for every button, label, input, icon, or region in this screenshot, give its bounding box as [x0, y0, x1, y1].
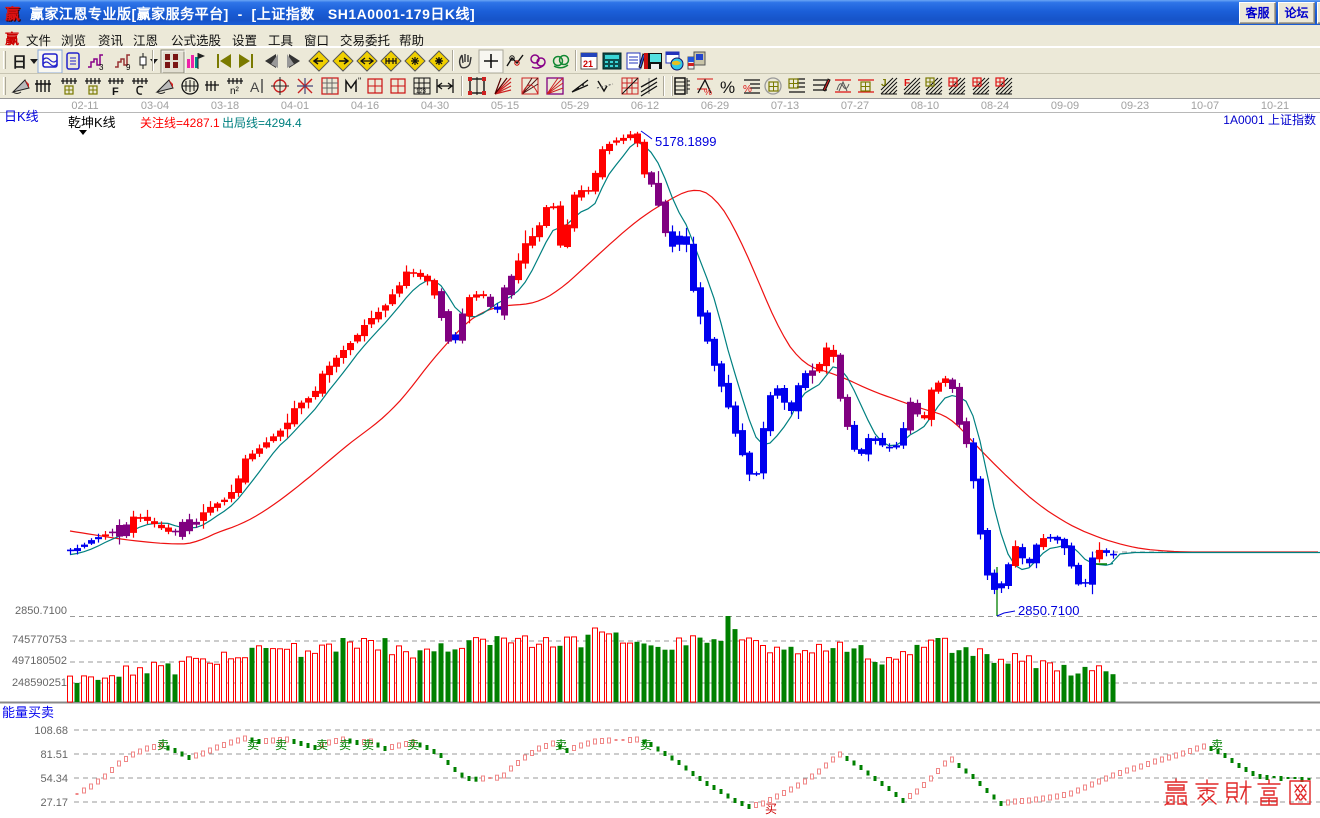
- svg-text:06-29: 06-29: [701, 100, 729, 112]
- svg-text:": ": [358, 76, 361, 86]
- svg-text:09-23: 09-23: [1121, 100, 1149, 112]
- svg-text:06-12: 06-12: [631, 100, 659, 112]
- svg-text:%: %: [743, 84, 752, 95]
- svg-text:745770753: 745770753: [12, 634, 67, 646]
- svg-text:04-16: 04-16: [351, 100, 379, 112]
- svg-text:F: F: [904, 78, 910, 89]
- svg-text:07-27: 07-27: [841, 100, 869, 112]
- svg-text:248590251: 248590251: [12, 677, 67, 689]
- svg-text:05-29: 05-29: [561, 100, 589, 112]
- svg-text:日K线: 日K线: [4, 109, 39, 124]
- svg-text:卖: 卖: [362, 738, 374, 752]
- svg-text:54.34: 54.34: [40, 773, 68, 785]
- svg-text:出局线=4294.4: 出局线=4294.4: [222, 116, 302, 130]
- svg-text:%: %: [720, 78, 735, 97]
- svg-text:卖: 卖: [640, 738, 652, 752]
- svg-text:09-09: 09-09: [1051, 100, 1079, 112]
- svg-text:3: 3: [99, 63, 104, 72]
- svg-text:卖: 卖: [555, 738, 567, 752]
- svg-text:卖: 卖: [275, 738, 287, 752]
- svg-text:27.17: 27.17: [40, 797, 68, 809]
- svg-text:08-10: 08-10: [911, 100, 939, 112]
- svg-text:10-21: 10-21: [1261, 100, 1289, 112]
- svg-text:关注线=4287.1: 关注线=4287.1: [140, 115, 220, 130]
- svg-text:05-15: 05-15: [491, 100, 519, 112]
- svg-text:108.68: 108.68: [34, 725, 68, 737]
- svg-text:07-13: 07-13: [771, 100, 799, 112]
- svg-text:1A0001 上证指数: 1A0001 上证指数: [1223, 112, 1316, 127]
- svg-text:J: J: [881, 78, 887, 89]
- svg-text:买: 买: [765, 802, 777, 816]
- svg-text:2850.7100: 2850.7100: [15, 605, 67, 617]
- svg-text:能量买卖: 能量买卖: [2, 705, 54, 720]
- svg-text:123: 123: [416, 89, 427, 95]
- svg-text:卖: 卖: [157, 738, 169, 752]
- svg-text:F: F: [112, 86, 119, 98]
- svg-text:卖: 卖: [339, 738, 351, 752]
- svg-text:A: A: [250, 79, 260, 95]
- svg-text:5178.1899: 5178.1899: [655, 134, 716, 149]
- svg-text:497180502: 497180502: [12, 655, 67, 667]
- svg-text:10-07: 10-07: [1191, 100, 1219, 112]
- svg-text:卖: 卖: [407, 738, 419, 752]
- svg-text:08-24: 08-24: [981, 100, 1009, 112]
- svg-text:03-18: 03-18: [211, 100, 239, 112]
- svg-text:21: 21: [583, 59, 593, 69]
- svg-text:04-01: 04-01: [281, 100, 309, 112]
- svg-text:03-04: 03-04: [141, 100, 169, 112]
- svg-text:2850.7100: 2850.7100: [1018, 603, 1079, 618]
- svg-text:%: %: [704, 87, 712, 97]
- svg-text:n²: n²: [230, 86, 240, 97]
- svg-text:卖: 卖: [316, 738, 328, 752]
- svg-text:04-30: 04-30: [421, 100, 449, 112]
- svg-text:02-11: 02-11: [71, 100, 98, 112]
- svg-text:卖: 卖: [1211, 738, 1223, 752]
- svg-text:卖: 卖: [247, 738, 259, 752]
- svg-text:81.51: 81.51: [40, 749, 68, 761]
- svg-text:乾坤K线: 乾坤K线: [68, 115, 116, 130]
- svg-text:日: 日: [12, 54, 27, 71]
- svg-text:9: 9: [126, 63, 131, 72]
